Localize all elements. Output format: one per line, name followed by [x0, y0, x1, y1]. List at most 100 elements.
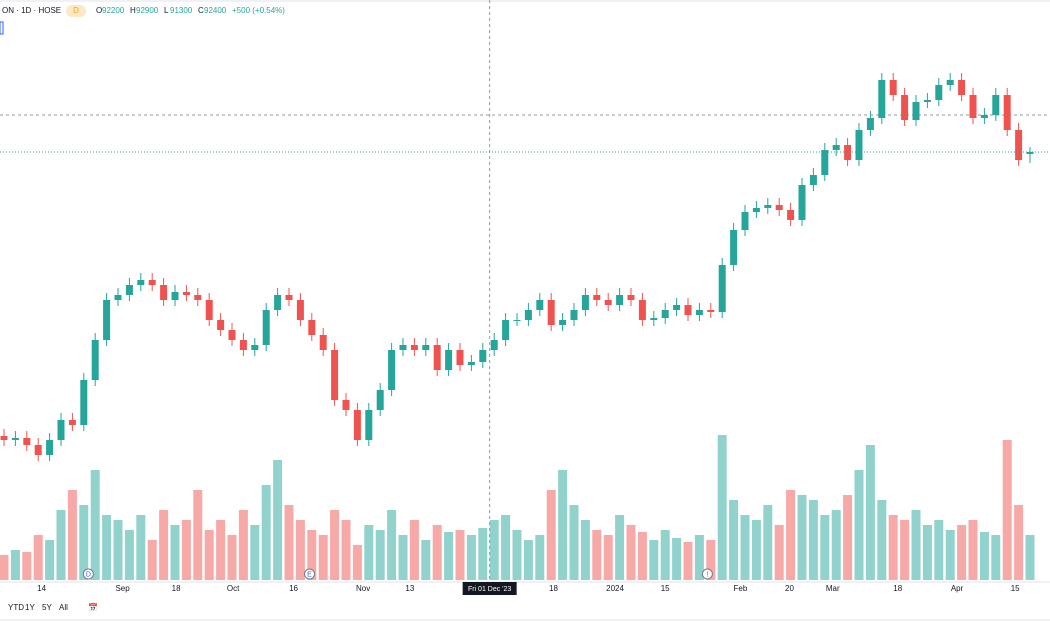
candle-body: [308, 320, 316, 335]
indicator-toggle[interactable]: [0, 21, 4, 35]
volume-bar: [865, 445, 875, 580]
candle-body: [844, 145, 852, 160]
candle-body: [274, 295, 282, 310]
volume-bar: [273, 460, 283, 580]
candle-body: [684, 305, 692, 315]
candle-body: [935, 85, 943, 100]
candle-body: [764, 205, 772, 208]
ohlc-value: 91300: [170, 6, 193, 15]
volume-bar: [854, 470, 864, 580]
volume-bar: [535, 535, 545, 580]
candle-body: [581, 295, 589, 310]
volume-bar: [33, 535, 43, 580]
volume-bar: [660, 530, 670, 580]
volume-bar: [683, 542, 693, 580]
volume-bar: [318, 535, 328, 580]
candle-body: [331, 350, 339, 400]
volume-bar: [204, 530, 214, 580]
candle-body: [182, 292, 190, 295]
candle-body: [513, 320, 521, 321]
ohlc-label: C: [198, 6, 204, 15]
candle-body: [57, 420, 65, 440]
volume-bar: [979, 532, 989, 580]
range-button[interactable]: YTD: [8, 603, 24, 612]
x-tick-label: 20: [785, 584, 794, 593]
candle-body: [353, 410, 361, 440]
candle-body: [638, 300, 646, 320]
volume-bar: [136, 515, 146, 580]
ohlc-value: 92900: [136, 6, 159, 15]
candle-body: [980, 115, 988, 118]
badge: D: [73, 6, 79, 15]
volume-bar: [546, 490, 556, 580]
candle-body: [46, 440, 54, 455]
candle-body: [80, 380, 88, 425]
candle-body: [650, 318, 658, 320]
volume-bar: [295, 520, 305, 580]
candle-body: [433, 345, 441, 370]
crosshair-label: Fri 01 Dec '23: [468, 586, 511, 593]
volume-bar: [922, 525, 932, 580]
candle-body: [741, 212, 749, 230]
candle-body: [969, 95, 977, 118]
x-tick-label: Mar: [826, 584, 840, 593]
volume-bar: [558, 470, 568, 580]
x-tick-label: 16: [289, 584, 298, 593]
candle-body: [923, 100, 931, 102]
volume-bar: [740, 515, 750, 580]
volume-bar: [216, 520, 226, 580]
candle-body: [388, 350, 396, 390]
volume-bar: [1014, 505, 1024, 580]
x-tick-label: Nov: [356, 584, 370, 593]
candle-body: [901, 95, 909, 120]
volume-bar: [22, 552, 32, 580]
event-marker: [304, 568, 316, 580]
volume-bar: [375, 530, 385, 580]
volume-bar: [56, 510, 66, 580]
volume-bar: [603, 535, 613, 580]
volume-bar: [341, 520, 351, 580]
x-tick-label: 15: [661, 584, 670, 593]
volume-bar: [968, 520, 978, 580]
candle-body: [593, 295, 601, 300]
candle-body: [11, 438, 19, 440]
volume-bar: [592, 530, 602, 580]
candle-body: [91, 340, 99, 380]
volume-bar: [455, 530, 465, 580]
x-tick-label: 18: [549, 584, 558, 593]
volume-bar: [364, 525, 374, 580]
symbol: ON · 1D · HOSE: [2, 6, 61, 15]
badge-bg: [66, 5, 86, 17]
x-tick-label: 15: [1011, 584, 1020, 593]
candle-body: [1015, 130, 1023, 160]
candle-body: [217, 320, 225, 330]
volume-bar: [421, 540, 431, 580]
x-tick-label: Oct: [227, 584, 240, 593]
candle-body: [958, 80, 966, 95]
candle-body: [604, 300, 612, 305]
candle-body: [228, 330, 236, 340]
candle-body: [262, 310, 270, 345]
volume-bar: [147, 540, 157, 580]
calendar-icon[interactable]: 📅: [88, 602, 98, 612]
candle-body: [251, 345, 259, 350]
range-button[interactable]: All: [59, 603, 68, 612]
range-button[interactable]: 1Y: [25, 603, 35, 612]
volume-bar: [90, 470, 100, 580]
event-label: !: [706, 571, 708, 578]
volume-bar: [729, 500, 739, 580]
candle-body: [160, 285, 168, 300]
volume-bar: [489, 520, 499, 580]
candle-body: [410, 345, 418, 350]
x-tick-label: Sep: [115, 584, 130, 593]
volume-bar: [797, 495, 807, 580]
candle-body: [239, 340, 247, 350]
volume-bar: [330, 510, 340, 580]
ohlc-value: 92200: [102, 6, 125, 15]
volume-bar: [181, 520, 191, 580]
ohlc-label: H: [130, 6, 136, 15]
candle-body: [616, 295, 624, 305]
candle-body: [490, 340, 498, 350]
volume-bar: [113, 520, 123, 580]
range-button[interactable]: 5Y: [42, 603, 52, 612]
